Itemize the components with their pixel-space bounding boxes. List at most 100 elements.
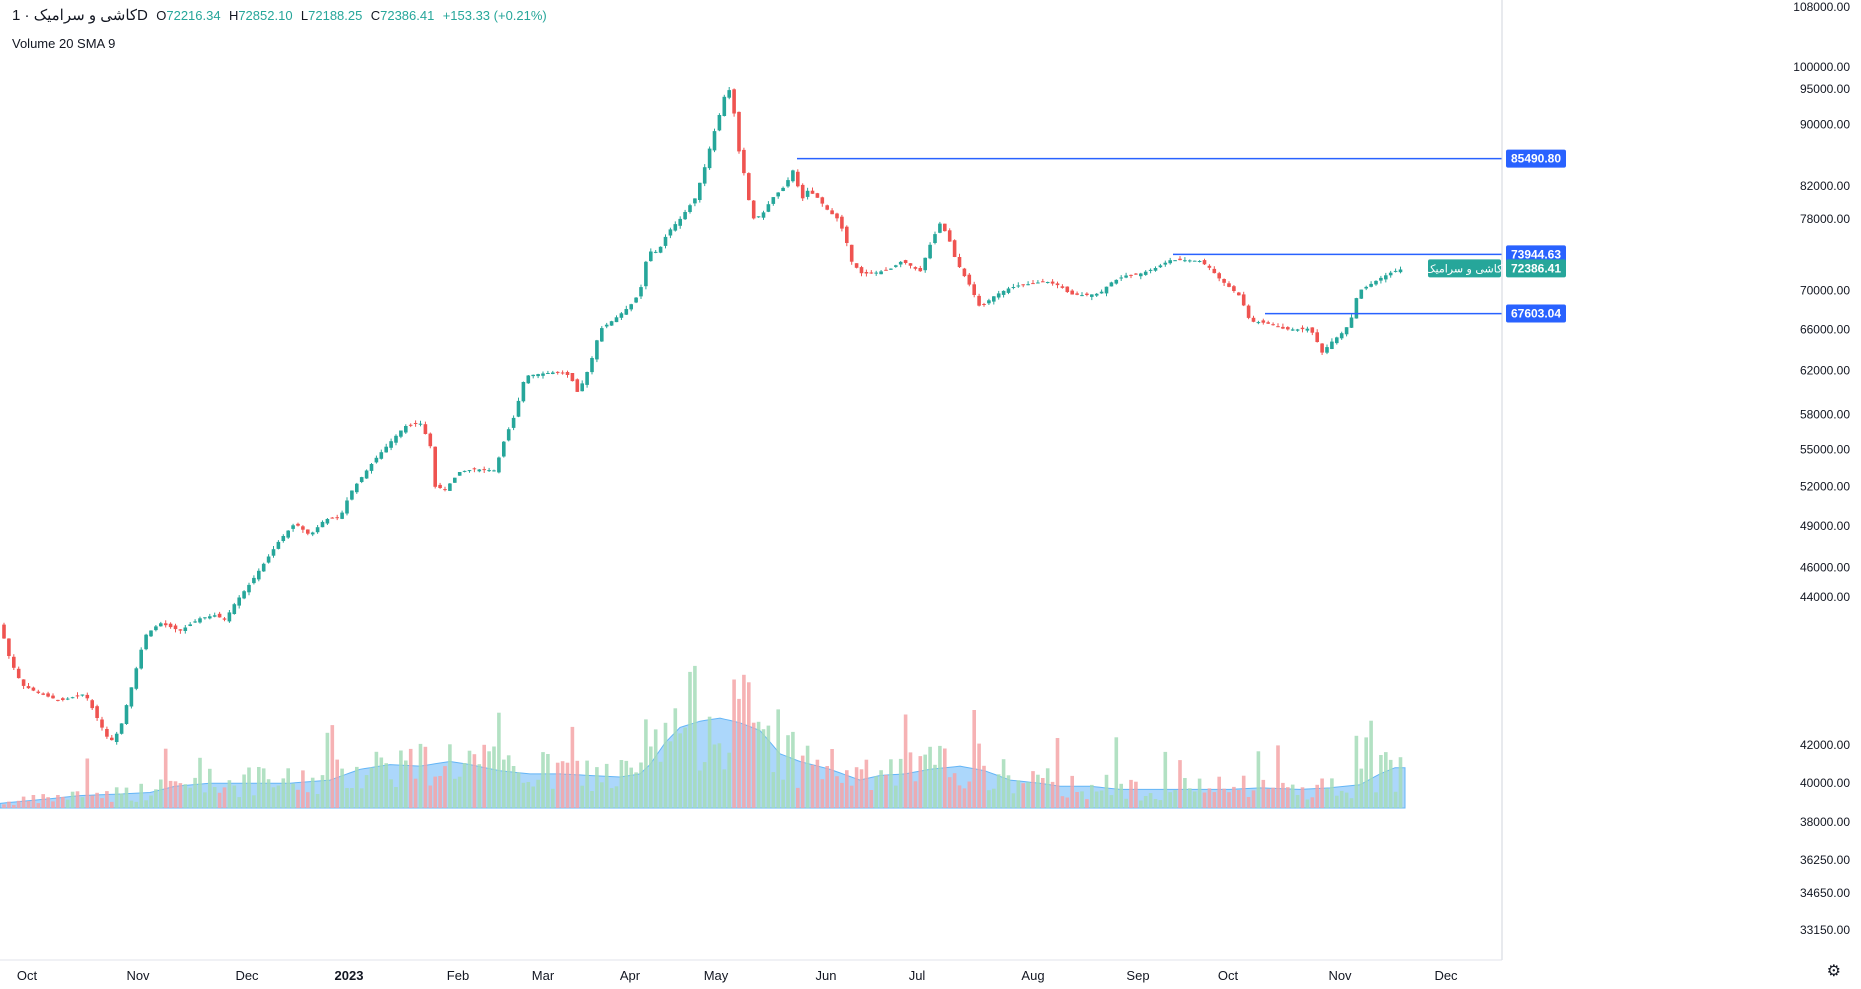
candle-body [105, 729, 109, 737]
volume-bar [683, 727, 687, 808]
volume-bar [110, 801, 114, 808]
candle-body [639, 287, 643, 297]
candle-body [1153, 268, 1158, 271]
volume-bar [947, 777, 952, 808]
candle-body [541, 373, 545, 376]
candle-body [359, 477, 364, 482]
candle-body [418, 423, 423, 425]
volume-bar [335, 759, 339, 808]
candle-body [1330, 341, 1334, 349]
candle-body [16, 668, 21, 679]
line-value-label: 67603.04 [1511, 307, 1561, 321]
candle-body [1300, 327, 1305, 330]
volume-bar [266, 779, 271, 808]
volume-bar [717, 743, 722, 808]
price-tick-label: 66000.00 [1800, 322, 1850, 336]
candle-body [835, 213, 839, 219]
candle-body [859, 267, 864, 274]
volume-bar [624, 760, 629, 808]
candle-body [1261, 320, 1266, 323]
volume-bar [1256, 751, 1261, 808]
candle-body [957, 257, 962, 268]
volume-bar [967, 781, 972, 808]
candle-body [1359, 289, 1364, 299]
time-tick-label: Oct [17, 968, 38, 983]
volume-bar [796, 787, 800, 808]
volume-bar [497, 712, 501, 808]
symbol-name: کاشی و سرامیک [33, 7, 138, 24]
candle-body [624, 309, 629, 315]
settings-gear-icon[interactable]: ⚙ [1826, 963, 1841, 980]
candle-body [996, 293, 1001, 298]
candle-body [825, 205, 829, 210]
volume-bar [516, 772, 521, 808]
candle-body [404, 426, 408, 433]
candle-body [653, 251, 658, 253]
candle-body [1188, 260, 1192, 262]
volume-bar [849, 785, 854, 808]
candle-body [967, 274, 972, 285]
volume-bar [208, 768, 212, 808]
candle-body [487, 470, 491, 472]
volume-bar [766, 725, 771, 808]
horizontal-lines-layer[interactable] [797, 157, 1502, 315]
volume-bar [428, 785, 433, 808]
price-tick-label: 58000.00 [1800, 408, 1850, 422]
candle-body [947, 230, 952, 242]
volume-bar [1192, 791, 1197, 808]
time-tick-label: May [704, 968, 729, 983]
volume-bar [771, 772, 776, 808]
candle-body [2, 624, 6, 639]
volume-bar [46, 797, 50, 808]
volume-bar [943, 748, 947, 808]
volume-bar [70, 791, 75, 808]
volume-bar [1359, 768, 1364, 808]
candle-body [310, 532, 315, 535]
volume-bar [506, 755, 511, 808]
volume-bar [188, 787, 192, 808]
price-tick-label: 78000.00 [1800, 212, 1850, 226]
candle-body [1080, 295, 1084, 297]
interval-label[interactable]: 1D [12, 7, 148, 24]
candle-body [1134, 273, 1138, 275]
volume-bar [222, 787, 227, 808]
candle-body [306, 529, 310, 534]
candle-body [698, 182, 702, 200]
candle-body [805, 190, 810, 197]
candle-body [992, 296, 996, 302]
candle-body [90, 700, 94, 709]
candle-body [453, 477, 457, 483]
candle-body [840, 216, 844, 229]
candle-body [129, 687, 134, 707]
volume-bar [129, 800, 134, 808]
volume-bar [1124, 798, 1128, 808]
volume-bar [761, 729, 766, 808]
volume-legend[interactable]: Volume 20 SMA 9 [12, 36, 116, 51]
candle-body [379, 452, 384, 459]
candle-body [977, 295, 981, 306]
volume-bar [614, 786, 619, 808]
volume-bar [1060, 796, 1065, 808]
candle-body [649, 251, 653, 262]
volume-bar [649, 746, 653, 808]
volume-bar [212, 787, 217, 808]
candle-body [198, 618, 202, 623]
candle-body [232, 604, 237, 614]
candle-body [815, 193, 820, 198]
volume-bar [859, 769, 864, 808]
candle-body [1168, 260, 1172, 264]
candle-body [159, 623, 163, 627]
volume-bar [722, 769, 727, 808]
volume-bar [1384, 752, 1388, 808]
volume-bar [928, 746, 932, 808]
volume-bar [1134, 781, 1138, 808]
candle-body [1055, 283, 1060, 286]
volume-bar [1339, 790, 1344, 808]
volume-bar [1197, 778, 1202, 808]
volume-bar [825, 766, 829, 808]
volume-bar [252, 795, 256, 808]
volume-bar [972, 710, 976, 808]
volume-bar [1153, 799, 1158, 808]
volume-bar [1271, 787, 1275, 808]
